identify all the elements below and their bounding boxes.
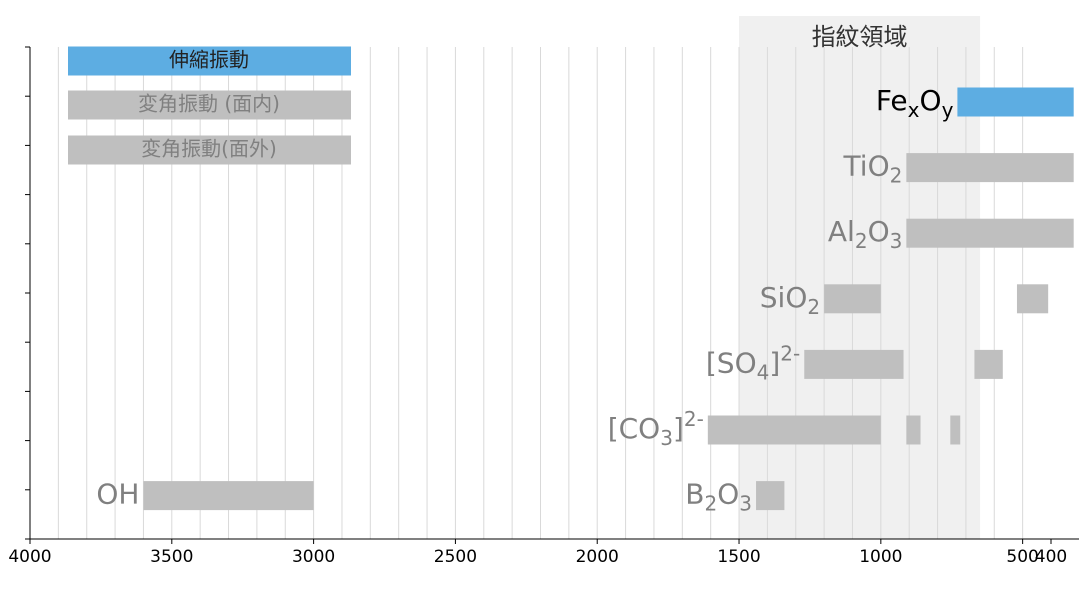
label-part: ] (673, 412, 684, 445)
label-part: [SO (706, 346, 757, 379)
x-tick-label: 2500 (434, 547, 477, 567)
band-label: 指紋領域 (812, 23, 908, 51)
label-part: y (942, 98, 954, 122)
x-tick-label: 3000 (292, 547, 335, 567)
label-part: B (685, 478, 704, 511)
legend-label: 変角振動(面外) (141, 137, 277, 161)
legend-swatch (68, 135, 351, 165)
range-bar (804, 349, 904, 379)
label-part: O (868, 215, 890, 248)
x-tick-label: 2000 (576, 547, 619, 567)
legend-swatch (68, 90, 351, 120)
row-label: Al2O3 (828, 215, 902, 253)
label-part: 2- (780, 341, 800, 365)
range-bar (756, 481, 785, 511)
x-tick-label: 500 (1006, 547, 1038, 567)
label-part: SiO (760, 281, 808, 314)
legend-swatch (68, 46, 351, 76)
label-part: 2- (684, 407, 704, 431)
range-bar (957, 87, 1074, 117)
row-label: [SO4]2- (706, 341, 800, 384)
x-tick-label: 3500 (150, 547, 193, 567)
range-bar (906, 415, 921, 445)
row-label: FexOy (876, 84, 954, 122)
x-tick-label: 4000 (8, 547, 51, 567)
x-tick-label: 400 (1035, 547, 1067, 567)
label-part: Al (828, 215, 855, 248)
row-label: SiO2 (760, 281, 820, 319)
row-label: OH (96, 478, 139, 511)
label-part: O (717, 478, 739, 511)
label-part: [CO (608, 412, 661, 445)
label-part: x (908, 98, 920, 122)
x-tick-label: 1500 (717, 547, 760, 567)
label-part: TiO (843, 150, 890, 183)
label-part: 3 (739, 491, 752, 515)
range-bar (950, 415, 961, 445)
label-part: 4 (757, 360, 770, 384)
fingerprint-band (739, 16, 981, 539)
label-part: 3 (660, 426, 673, 450)
range-bar (906, 153, 1074, 183)
row-label: [CO3]2- (608, 407, 704, 450)
legend-label: 変角振動 (面内) (138, 92, 280, 116)
range-bar (906, 218, 1074, 248)
label-part: 2 (890, 163, 903, 187)
row-label: TiO2 (843, 150, 903, 188)
label-part: 2 (807, 294, 820, 318)
label-part: Fe (876, 84, 908, 117)
label-part: 2 (855, 229, 868, 253)
label-part: 2 (705, 491, 718, 515)
range-bar (824, 284, 881, 314)
x-tick-label: 1000 (859, 547, 902, 567)
label-part: ] (769, 346, 780, 379)
label-part: OH (96, 478, 139, 511)
row-label: B2O3 (685, 478, 752, 515)
range-bar (974, 349, 1003, 379)
legend-label: 伸縮振動 (169, 48, 249, 72)
range-bar (1016, 284, 1049, 314)
label-part: 3 (890, 229, 903, 253)
range-bar (707, 415, 881, 445)
range-bar (143, 481, 314, 511)
label-part: O (920, 84, 942, 117)
